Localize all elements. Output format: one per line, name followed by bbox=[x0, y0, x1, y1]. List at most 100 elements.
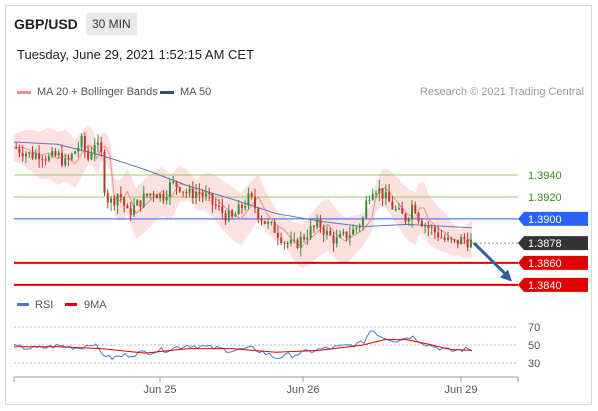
rsi-ma-line bbox=[14, 339, 473, 354]
rsi-tick-label: 70 bbox=[528, 322, 540, 334]
candle bbox=[178, 186, 181, 194]
candle bbox=[231, 208, 234, 219]
candle-body bbox=[463, 236, 466, 240]
candle-body bbox=[286, 242, 289, 244]
candle-body bbox=[83, 136, 86, 151]
candle-body bbox=[322, 227, 325, 235]
candle-body bbox=[280, 237, 283, 243]
rsi-legend-swatch bbox=[17, 303, 29, 306]
candle bbox=[420, 217, 423, 228]
candle-body bbox=[136, 200, 139, 206]
candle bbox=[106, 189, 109, 209]
candle-body bbox=[240, 204, 243, 209]
legend-label-ma20: MA 20 + Bollinger Bands bbox=[37, 86, 158, 98]
candle-body bbox=[165, 196, 168, 201]
candle bbox=[348, 226, 351, 246]
level-tag-shape bbox=[518, 211, 588, 226]
candle-body bbox=[355, 227, 358, 230]
candle bbox=[60, 144, 63, 168]
candle-body bbox=[329, 230, 332, 236]
legend-swatch-ma20 bbox=[17, 90, 31, 94]
candle-body bbox=[306, 237, 309, 240]
candle-body bbox=[198, 191, 201, 194]
candle bbox=[293, 232, 296, 244]
timeframe-badge[interactable]: 30 MIN bbox=[86, 13, 137, 35]
candle-body bbox=[172, 181, 175, 183]
candle-body bbox=[152, 193, 155, 196]
candle-body bbox=[332, 235, 335, 244]
candle bbox=[339, 230, 342, 239]
candle bbox=[303, 233, 306, 243]
candle-body bbox=[18, 148, 21, 153]
candle bbox=[139, 200, 142, 212]
candle-body bbox=[110, 198, 113, 203]
candle-body bbox=[460, 236, 463, 245]
candle bbox=[450, 236, 453, 244]
candle-body bbox=[270, 221, 273, 223]
candle bbox=[404, 212, 407, 225]
candle bbox=[146, 193, 149, 199]
candle bbox=[352, 224, 355, 236]
candle bbox=[103, 149, 106, 196]
candle bbox=[325, 226, 328, 240]
candle-body bbox=[381, 188, 384, 199]
candle bbox=[218, 199, 221, 211]
candle bbox=[247, 187, 250, 210]
legend-ma50: MA 50 bbox=[160, 86, 211, 98]
candle-body bbox=[253, 196, 256, 209]
candle bbox=[378, 179, 381, 201]
candle bbox=[335, 229, 338, 248]
candle-body bbox=[100, 142, 103, 152]
candle bbox=[332, 232, 335, 252]
candle-body bbox=[404, 213, 407, 222]
candle-body bbox=[296, 239, 299, 248]
candle-body bbox=[224, 213, 227, 221]
candle-body bbox=[250, 192, 253, 197]
candle-body bbox=[15, 147, 18, 149]
candle bbox=[15, 142, 18, 150]
candle bbox=[155, 193, 158, 199]
candle-body bbox=[440, 237, 443, 239]
rsi-legend: RSI 9MA bbox=[17, 299, 107, 311]
candle-body bbox=[234, 214, 237, 217]
candle-body bbox=[401, 208, 404, 214]
research-credit: Research © 2021 Trading Central bbox=[419, 86, 584, 98]
rsi-tick-label: 50 bbox=[528, 340, 540, 352]
candle bbox=[368, 195, 371, 205]
candle-body bbox=[119, 194, 122, 198]
candle bbox=[329, 227, 332, 237]
candle-body bbox=[146, 193, 149, 196]
level-tag: 1.3860 bbox=[518, 255, 588, 270]
candle bbox=[93, 138, 96, 162]
candle bbox=[168, 179, 171, 206]
candle-body bbox=[195, 191, 198, 199]
candle bbox=[74, 150, 77, 155]
candle-body bbox=[348, 234, 351, 239]
candle bbox=[21, 145, 24, 162]
candle-body bbox=[188, 188, 191, 194]
candle-body bbox=[211, 193, 214, 205]
legend-swatch-ma50 bbox=[160, 90, 174, 94]
candle bbox=[443, 233, 446, 242]
candle bbox=[96, 134, 99, 153]
level-tag: 1.3900 bbox=[518, 211, 588, 226]
candle-body bbox=[227, 210, 230, 221]
forecast-arrow bbox=[472, 242, 509, 277]
candle bbox=[437, 226, 440, 242]
candle bbox=[175, 180, 178, 195]
candle bbox=[270, 220, 273, 226]
candle bbox=[28, 151, 31, 159]
candle-body bbox=[28, 152, 31, 154]
candle-body bbox=[21, 152, 24, 157]
candle bbox=[253, 188, 256, 214]
candle bbox=[24, 151, 27, 164]
candle-body bbox=[443, 237, 446, 240]
candle bbox=[371, 188, 374, 201]
level-tag-label: 1.3900 bbox=[528, 214, 562, 226]
candle-body bbox=[54, 150, 57, 156]
candle-body bbox=[303, 236, 306, 240]
candle bbox=[234, 211, 237, 217]
candle-body bbox=[352, 229, 355, 235]
candle bbox=[273, 218, 276, 234]
